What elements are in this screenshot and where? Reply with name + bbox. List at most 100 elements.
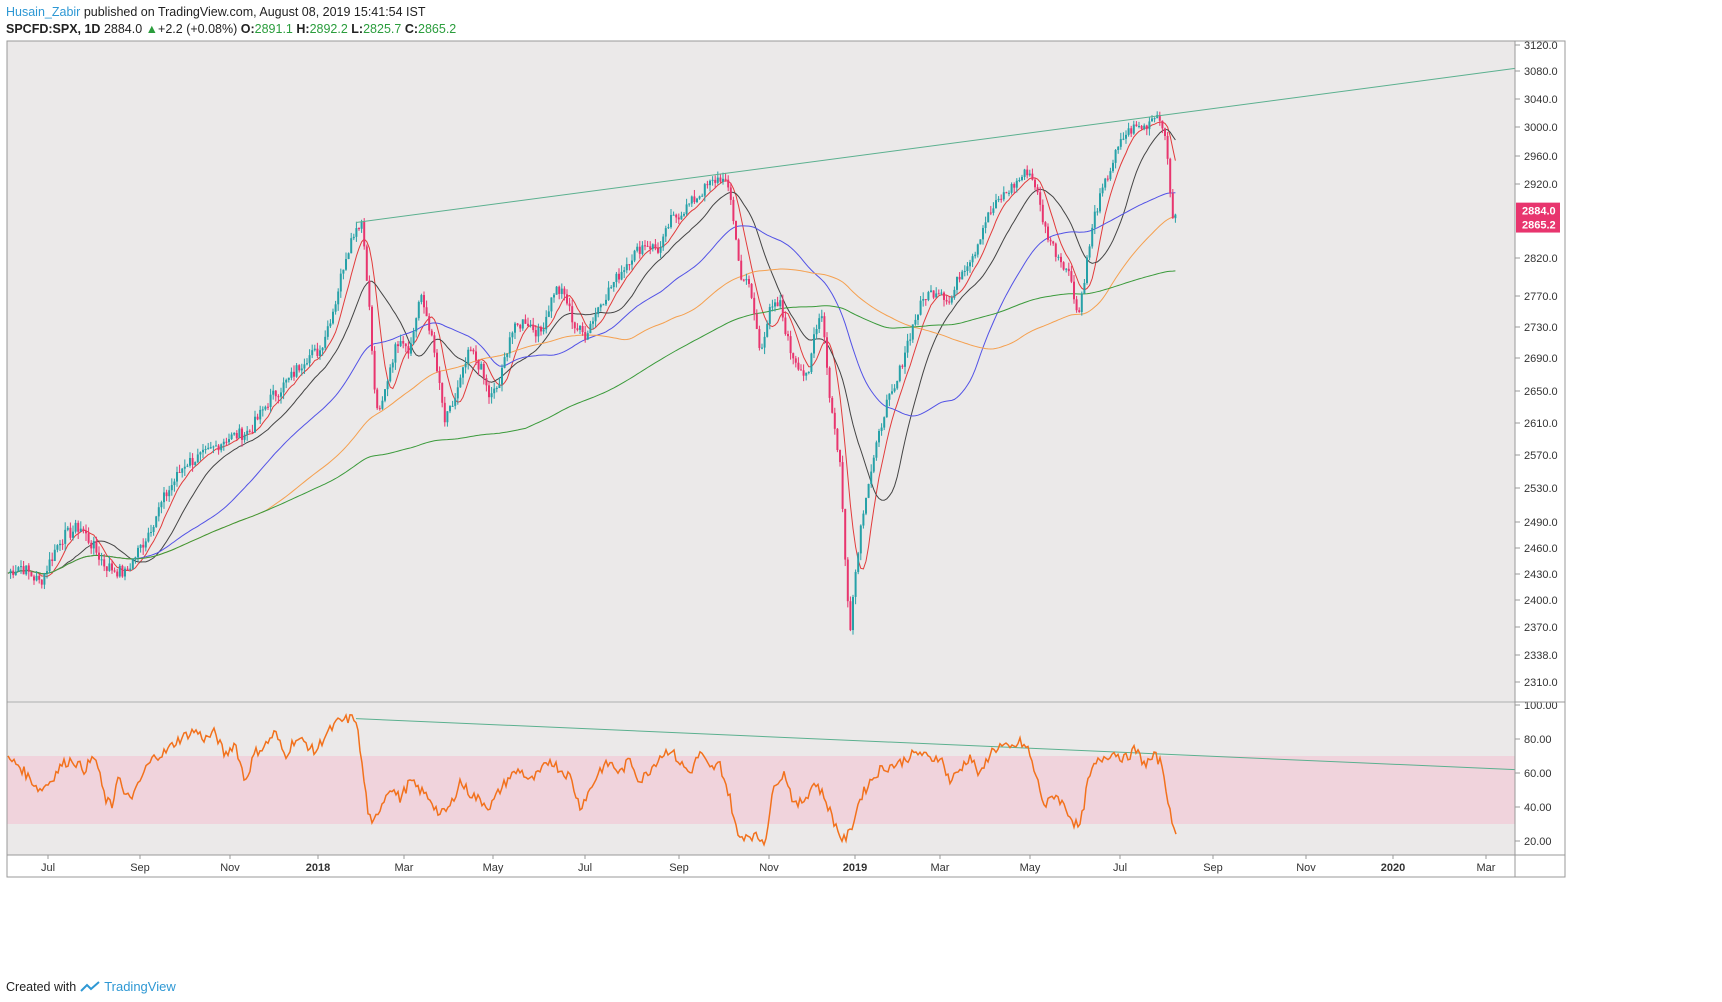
candle-body <box>815 329 818 335</box>
candle-body <box>454 398 457 406</box>
candle-body <box>573 322 576 329</box>
candle-body <box>547 311 550 317</box>
candle-body <box>139 544 142 548</box>
price-tick-label: 2370.0 <box>1524 622 1558 634</box>
candle-body <box>755 313 758 330</box>
candle-body <box>896 380 899 389</box>
candle-body <box>787 333 789 337</box>
candle-body <box>891 391 893 394</box>
candle-body <box>1036 187 1039 193</box>
candle-body <box>477 360 480 370</box>
candle-body <box>480 363 483 370</box>
candle-body <box>160 502 163 508</box>
candle-body <box>633 250 636 261</box>
time-tick-label: Jul <box>578 862 592 874</box>
created-with-text: Created with <box>6 979 77 994</box>
candle-body <box>485 378 488 386</box>
candle-body <box>1047 226 1049 240</box>
candle-body <box>462 367 464 378</box>
candle-body <box>688 203 691 205</box>
candle-body <box>14 571 17 576</box>
candle-body <box>308 355 311 364</box>
candle-body <box>748 278 750 284</box>
candle-body <box>402 341 405 344</box>
candle-body <box>789 336 792 354</box>
time-tick-label: May <box>483 862 504 874</box>
candle-body <box>118 565 121 577</box>
candle-body <box>1075 299 1078 311</box>
candle-body <box>703 184 706 196</box>
author-link[interactable]: Husain_Zabir <box>6 5 81 19</box>
price-axis: 3120.0 3080.0 3040.0 3000.0 2960.0 2920.0 2820… <box>1515 40 1558 689</box>
candle-body <box>25 565 28 575</box>
candle-body <box>566 294 568 304</box>
candle-body <box>792 353 795 359</box>
candle-body <box>261 409 264 411</box>
time-tick-label: Sep <box>130 862 150 874</box>
candle-body <box>508 337 511 354</box>
candle-body <box>144 541 147 548</box>
candle-body <box>750 283 753 298</box>
candle-body <box>982 227 984 240</box>
candle-body <box>620 271 623 280</box>
candle-body <box>714 179 717 183</box>
candle-body <box>719 177 722 182</box>
candle-body <box>1109 171 1112 180</box>
rsi-tick-label: 40.00 <box>1524 802 1552 814</box>
candle-body <box>1062 262 1065 270</box>
candle-body <box>170 485 173 491</box>
time-tick-label: Sep <box>669 862 689 874</box>
candle-body <box>693 196 696 203</box>
candle-body <box>1091 227 1094 247</box>
time-tick-label: Sep <box>1203 862 1223 874</box>
candle-body <box>974 254 977 257</box>
candle-body <box>537 327 540 337</box>
candle-body <box>592 321 594 324</box>
close-label: C: <box>404 22 419 36</box>
candle-body <box>511 332 514 338</box>
candle-body <box>306 363 308 365</box>
price-tick-label: 2460.0 <box>1524 543 1558 555</box>
candle-body <box>571 306 574 323</box>
candle-body <box>813 334 815 354</box>
high-label: H: <box>296 22 310 36</box>
candle-body <box>1078 310 1081 312</box>
candle-body <box>378 408 381 410</box>
price-tick-label: 2820.0 <box>1524 253 1558 265</box>
candle-body <box>540 327 542 332</box>
candle-body <box>581 325 584 333</box>
candle-body <box>781 300 784 318</box>
candle-body <box>124 568 126 577</box>
time-tick-label: Jul <box>1113 862 1127 874</box>
candle-body <box>716 177 719 183</box>
candle-body <box>514 323 516 333</box>
candle-body <box>217 445 220 451</box>
candle-body <box>771 306 774 308</box>
candle-body <box>181 468 184 473</box>
price-tick-label: 3120.0 <box>1524 40 1558 52</box>
price-tick-label: 2570.0 <box>1524 450 1558 462</box>
candle-body <box>43 573 46 585</box>
svg-text:2884.0: 2884.0 <box>1522 206 1556 218</box>
candle-body <box>922 298 925 301</box>
candle-body <box>199 452 202 455</box>
candle-body <box>1156 114 1159 119</box>
time-tick-label: Mar <box>931 862 950 874</box>
candle-body <box>495 388 498 390</box>
candle-body <box>927 292 930 301</box>
candle-body <box>449 406 451 412</box>
candle-body <box>202 449 204 453</box>
tradingview-brand-link[interactable]: TradingView <box>104 979 176 994</box>
candle-body <box>472 349 475 352</box>
candle-body <box>638 246 641 254</box>
candle-body <box>550 297 553 312</box>
price-panel-bg <box>7 41 1515 701</box>
candle-body <box>501 367 503 385</box>
price-badge-close: 2865.2 <box>1516 216 1560 233</box>
candle-body <box>615 273 618 282</box>
ma-fast-line <box>7 121 1176 578</box>
candle-body <box>259 409 262 420</box>
candle-body <box>820 316 823 319</box>
up-arrow-icon: ▲ <box>145 22 159 36</box>
